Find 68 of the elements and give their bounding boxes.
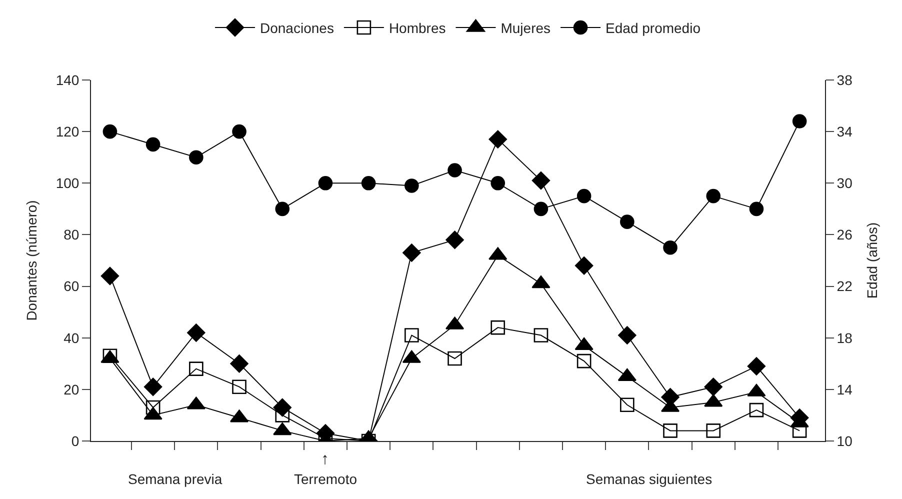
- legend-label: Mujeres: [500, 20, 551, 36]
- point: [488, 130, 507, 148]
- point: [144, 378, 162, 396]
- point: [404, 328, 419, 342]
- y-tick-label: 100: [56, 175, 80, 192]
- text: Semanas siguientes: [586, 471, 712, 487]
- point: [189, 362, 204, 376]
- point: [446, 230, 464, 249]
- text: Terremoto: [294, 471, 358, 487]
- point: [404, 178, 419, 193]
- y-axis-title: Donantes (número): [23, 200, 40, 321]
- point: [792, 114, 807, 128]
- legend-label: Donaciones: [260, 20, 334, 36]
- y2-tick-label: 26: [836, 226, 853, 243]
- point: [189, 150, 204, 165]
- point: [230, 354, 248, 373]
- y2-tick-label: 18: [836, 330, 853, 346]
- y2-tick-label: 22: [836, 278, 853, 294]
- point: [534, 202, 548, 216]
- y2-tick-label: 34: [836, 123, 853, 140]
- point: [706, 188, 721, 204]
- point: [448, 163, 462, 178]
- y-tick-label: 80: [64, 226, 80, 243]
- point: [749, 402, 764, 418]
- point: [318, 176, 333, 190]
- y2-tick-label: 38: [836, 72, 853, 88]
- y2-axis-title: Edad (años): [864, 222, 880, 299]
- point: [704, 378, 722, 396]
- point: [146, 400, 160, 415]
- point: [576, 354, 592, 368]
- point: [576, 188, 592, 204]
- y2-tick-label: 30: [836, 175, 853, 192]
- point: [663, 424, 678, 438]
- y-tick-label: 20: [64, 381, 80, 398]
- y-tick-label: 120: [56, 123, 80, 140]
- y-tick-label: 40: [64, 330, 80, 346]
- point: [620, 214, 634, 229]
- point: [747, 357, 766, 376]
- point: [534, 328, 548, 342]
- point: [706, 424, 721, 438]
- legend-label: Hombres: [388, 20, 446, 36]
- point: [749, 202, 764, 216]
- y2-tick-label: 10: [836, 432, 853, 449]
- point: [361, 176, 376, 190]
- point: [574, 256, 594, 275]
- y-tick-label: 60: [64, 278, 80, 294]
- point: [232, 124, 246, 139]
- point: [620, 398, 634, 412]
- point: [102, 124, 118, 139]
- y-tick-label: 140: [56, 72, 80, 88]
- point: [490, 320, 506, 335]
- point: [187, 324, 206, 342]
- point: [402, 244, 421, 262]
- y-tick-label: 0: [71, 432, 80, 449]
- point: [490, 176, 506, 190]
- point: [532, 171, 550, 190]
- point: [275, 202, 290, 216]
- point: [100, 266, 120, 286]
- text: ↑: [321, 451, 329, 468]
- point: [618, 326, 636, 344]
- y2-tick-label: 14: [836, 381, 853, 398]
- point: [232, 380, 246, 394]
- point: [275, 408, 290, 422]
- text: Semana previa: [128, 471, 222, 487]
- point: [663, 240, 678, 255]
- legend-label: Edad promedio: [606, 20, 701, 36]
- point: [146, 137, 160, 152]
- point: [448, 351, 462, 366]
